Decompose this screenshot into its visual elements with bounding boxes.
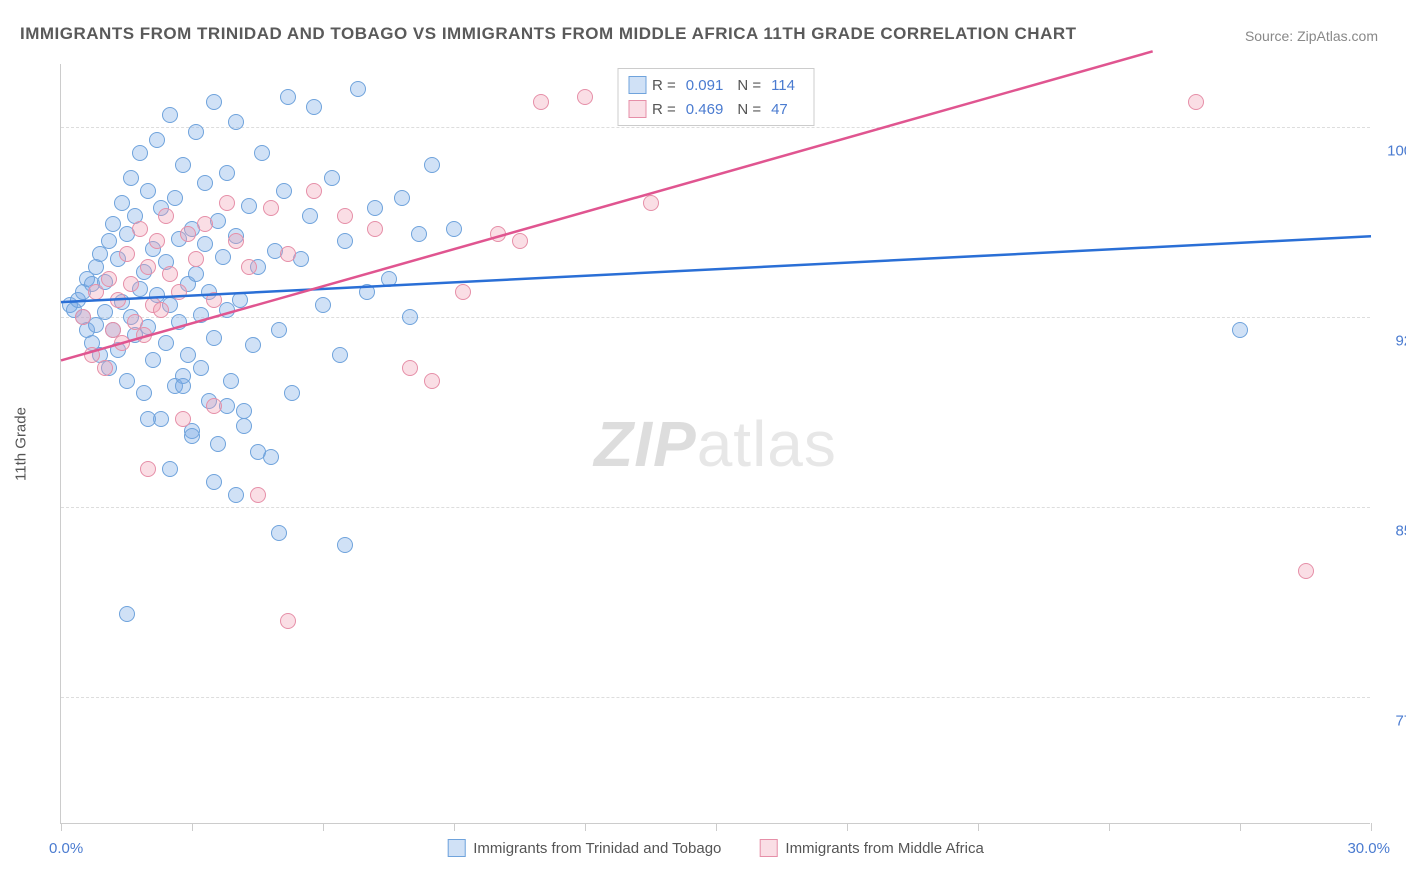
xtick xyxy=(1109,823,1110,831)
ytick-label: 92.5% xyxy=(1395,333,1406,350)
correlation-legend: R = 0.091 N = 114 R = 0.469 N = 47 xyxy=(617,68,814,126)
legend-row-2: R = 0.469 N = 47 xyxy=(628,97,803,121)
ytick-label: 85.0% xyxy=(1395,523,1406,540)
bottom-legend-label-1: Immigrants from Trinidad and Tobago xyxy=(473,840,721,857)
regression-lines-layer xyxy=(61,64,1370,823)
source-label: Source: ZipAtlas.com xyxy=(1245,28,1378,44)
bottom-legend: Immigrants from Trinidad and Tobago Immi… xyxy=(447,839,984,857)
bottom-legend-item-1: Immigrants from Trinidad and Tobago xyxy=(447,839,721,857)
y-axis-label: 11th Grade xyxy=(13,407,30,481)
n-label: N = xyxy=(737,77,761,94)
xtick xyxy=(192,823,193,831)
n-value-1: 114 xyxy=(771,77,795,94)
x-axis-end-label: 30.0% xyxy=(1347,840,1390,857)
x-axis-start-label: 0.0% xyxy=(49,840,83,857)
xtick xyxy=(716,823,717,831)
bottom-legend-item-2: Immigrants from Middle Africa xyxy=(759,839,983,857)
xtick xyxy=(454,823,455,831)
r-value-1: 0.091 xyxy=(686,77,724,94)
ytick-label: 77.5% xyxy=(1395,713,1406,730)
chart-title: IMMIGRANTS FROM TRINIDAD AND TOBAGO VS I… xyxy=(20,24,1077,44)
r-label: R = xyxy=(652,77,676,94)
xtick xyxy=(323,823,324,831)
r-label: R = xyxy=(652,101,676,118)
regression-line xyxy=(61,236,1371,302)
xtick xyxy=(585,823,586,831)
legend-row-1: R = 0.091 N = 114 xyxy=(628,73,803,97)
bottom-swatch-1 xyxy=(447,839,465,857)
legend-swatch-2 xyxy=(628,100,646,118)
n-value-2: 47 xyxy=(771,101,788,118)
legend-swatch-1 xyxy=(628,76,646,94)
xtick xyxy=(61,823,62,831)
xtick xyxy=(847,823,848,831)
xtick xyxy=(978,823,979,831)
chart-plot-area: 11th Grade ZIPatlas 100.0%92.5%85.0%77.5… xyxy=(60,64,1370,824)
xtick xyxy=(1240,823,1241,831)
n-label: N = xyxy=(737,101,761,118)
bottom-swatch-2 xyxy=(759,839,777,857)
bottom-legend-label-2: Immigrants from Middle Africa xyxy=(785,840,983,857)
xtick xyxy=(1371,823,1372,831)
regression-line xyxy=(61,51,1153,360)
r-value-2: 0.469 xyxy=(686,101,724,118)
ytick-label: 100.0% xyxy=(1387,143,1406,160)
